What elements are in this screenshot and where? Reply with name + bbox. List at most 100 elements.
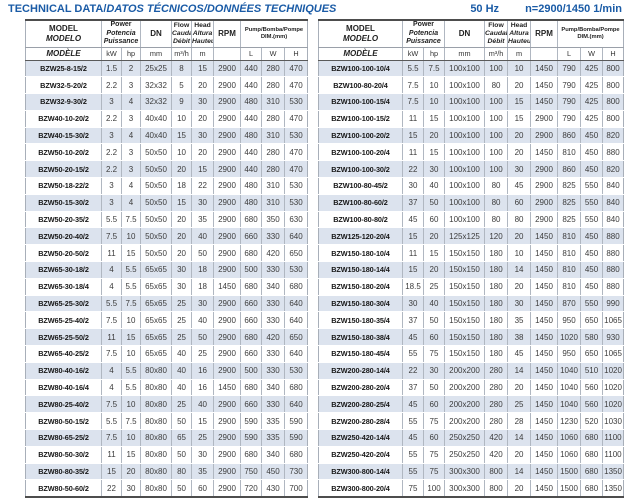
value-cell: 15	[507, 110, 531, 128]
table-header: MODEL MODELO Power Potencia Puissance DN Fl…	[25, 20, 308, 61]
value-cell: 5.5	[101, 211, 122, 229]
value-cell: 50	[171, 479, 192, 498]
value-cell: 650	[284, 244, 308, 263]
value-cell: 100x100	[444, 177, 485, 195]
value-cell: 20	[507, 379, 531, 397]
value-cell: 3	[120, 76, 141, 95]
value-cell: 2900	[213, 244, 241, 263]
value-cell: 65x65	[140, 345, 172, 363]
table-row: BZW80-25-40/2 7.5 10 80x80 25 40 2900 660 330 640	[25, 395, 308, 414]
value-cell: 50	[191, 244, 214, 263]
model-cell: BZW50-18-22/2	[25, 177, 102, 195]
value-cell: 65x65	[140, 295, 172, 313]
value-cell: 10	[422, 76, 445, 95]
table-row: BZW80-50-15/2 5.5 7.5 80x80 50 15 2900 590 335 59…	[25, 412, 308, 431]
value-cell: 14	[507, 463, 531, 481]
table-row: BZW300-800-20/4 75 100 300x300 800 20 1450 1500…	[318, 479, 624, 498]
flow-label-en: Flow	[173, 21, 190, 29]
value-cell: 2900	[213, 412, 241, 431]
head-label-en: Head	[194, 21, 211, 29]
value-cell: 425	[580, 60, 603, 78]
value-cell: 80	[484, 177, 508, 195]
value-cell: 20	[507, 143, 531, 162]
value-cell: 5.5	[120, 379, 141, 397]
unit-flow: m³/h	[484, 47, 508, 61]
value-cell: 550	[580, 194, 603, 212]
value-cell: 15	[402, 261, 424, 279]
value-cell: 50	[422, 379, 445, 397]
dim-label: Pump/Bomba/Pompe	[561, 26, 620, 33]
value-cell: 10	[120, 395, 141, 414]
model-cell: BZW32-9-30/2	[25, 93, 102, 111]
value-cell: 480	[240, 127, 262, 145]
value-cell: 65x65	[140, 328, 172, 347]
value-cell: 1450	[213, 278, 241, 296]
value-cell: 7.5	[120, 295, 141, 313]
value-cell: 4	[120, 194, 141, 212]
table-row: BZW100-100-10/4 5.5 7.5 100x100 100 10 1450 790…	[318, 60, 624, 78]
value-cell: 35	[191, 463, 214, 481]
value-cell: 30	[402, 177, 424, 195]
model-cell: BZW150-180-20/4	[318, 278, 403, 296]
value-cell: 1450	[530, 60, 558, 78]
value-cell: 1040	[557, 362, 581, 380]
value-cell: 20	[171, 211, 192, 229]
value-cell: 4	[120, 127, 141, 145]
value-cell: 800	[602, 60, 624, 78]
value-cell: 150x150	[444, 278, 485, 296]
value-cell: 14	[507, 261, 531, 279]
value-cell: 11	[101, 244, 122, 263]
value-cell: 60	[191, 479, 214, 498]
value-cell: 990	[602, 295, 624, 313]
model-cell: BZW65-25-30/2	[25, 295, 102, 313]
model-cell: BZW80-40-16/2	[25, 362, 102, 380]
flow-label-fr: Débit	[487, 37, 505, 45]
value-cell: 680	[240, 244, 262, 263]
value-cell: 40x40	[140, 110, 172, 128]
value-cell: 640	[284, 295, 308, 313]
value-cell: 3	[101, 194, 122, 212]
unit-w: W	[261, 47, 285, 61]
value-cell: 680	[240, 278, 262, 296]
value-cell: 15	[171, 194, 192, 212]
table-row: BZW80-40-16/2 4 5.5 80x80 40 16 2900 500 330 530	[25, 362, 308, 380]
table-row: BZW150-180-35/4 37 50 150x150 180 35 1450 950 65…	[318, 311, 624, 330]
value-cell: 3	[120, 160, 141, 179]
value-cell: 450	[580, 143, 603, 162]
value-cell: 1450	[530, 227, 558, 246]
value-cell: 80x80	[140, 395, 172, 414]
col-header-head: HeadAlturaHauteur	[507, 20, 531, 48]
value-cell: 80	[484, 194, 508, 212]
value-cell: 22	[101, 479, 122, 498]
value-cell: 60	[507, 194, 531, 212]
value-cell: 550	[580, 295, 603, 313]
table-body-right: BZW100-100-10/4 5.5 7.5 100x100 100 10 1450 790…	[318, 60, 624, 498]
value-cell: 3	[101, 93, 122, 111]
value-cell: 1230	[557, 412, 581, 431]
value-cell: 15	[120, 328, 141, 347]
value-cell: 280	[484, 395, 508, 414]
value-cell: 4	[101, 278, 122, 296]
value-cell: 10	[507, 244, 531, 263]
value-cell: 40	[171, 362, 192, 380]
value-cell: 75	[422, 446, 445, 464]
unit-w: W	[580, 47, 603, 61]
table-row: BZW50-20-50/2 11 15 50x50 20 50 2900 680 420 650	[25, 244, 308, 263]
table-row: BZW100-80-45/2 30 40 100x100 80 45 2900 825 550 8…	[318, 177, 624, 195]
model-cell: BZW200-280-14/4	[318, 362, 403, 380]
value-cell: 530	[284, 194, 308, 212]
value-cell: 2900	[213, 362, 241, 380]
value-cell: 1350	[602, 479, 624, 498]
table-row: BZW200-280-25/4 45 60 200x200 280 25 1450 1040 5…	[318, 395, 624, 414]
value-cell: 1065	[602, 311, 624, 330]
table-row: BZW100-80-80/2 45 60 100x100 80 80 2900 825 550 8…	[318, 211, 624, 229]
value-cell: 100	[484, 143, 508, 162]
value-cell: 65	[171, 429, 192, 447]
value-cell: 80	[507, 211, 531, 229]
power-label-en: Power	[110, 21, 132, 29]
value-cell: 50	[422, 311, 445, 330]
value-cell: 310	[261, 93, 285, 111]
title-intl: DATOS TÉCNICOS/DONNÉES TECHNIQUES	[106, 3, 337, 15]
value-cell: 50x50	[140, 177, 172, 195]
model-cell: BZW50-10-20/2	[25, 143, 102, 162]
